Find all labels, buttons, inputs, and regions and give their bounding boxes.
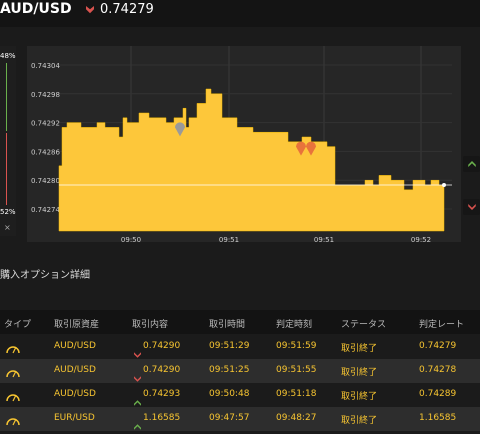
col-asset: 取引原資産 <box>54 320 100 330</box>
y-tick-label: 0.74292 <box>31 120 60 128</box>
asset-cell: AUD/USD <box>54 341 96 351</box>
content-cell: 0.74290 <box>143 341 181 351</box>
price-area <box>58 88 445 232</box>
chart-svg: 0.74304 0.74298 0.74292 0.74286 0.74280 0.742… <box>31 46 452 244</box>
rate-cell: 0.74279 <box>419 341 457 351</box>
time-cell: 09:50:48 <box>209 389 250 399</box>
asset-cell: AUD/USD <box>54 389 96 399</box>
col-time: 取引時間 <box>209 320 246 330</box>
rate-cell: 0.74289 <box>419 389 457 399</box>
table-header: タイプ 取引原資産 取引内容 取引時間 判定時刻 ステータス 判定レート <box>0 310 480 334</box>
status-cell: 取引終了 <box>341 344 378 354</box>
table-row[interactable]: EUR/USD 1.16585 09:47:57 09:48:27 取引終了 1.1658… <box>0 407 480 431</box>
y-tick-label: 0.74286 <box>31 148 60 156</box>
col-rate: 判定レート <box>419 320 465 330</box>
status-cell: 取引終了 <box>341 392 378 402</box>
table-row[interactable]: AUD/USD 0.74290 09:51:25 09:51:55 取引終了 0.7427… <box>0 359 480 383</box>
x-tick-label: 09:51 <box>219 236 239 242</box>
col-content: 取引内容 <box>132 320 169 330</box>
time-cell: 09:51:29 <box>209 341 250 351</box>
sentiment-sidebar: 48% 52% × <box>0 46 16 236</box>
put-bar <box>6 133 7 205</box>
content-cell: 0.74293 <box>143 389 181 399</box>
content-cell: 1.16585 <box>143 413 181 423</box>
table-row[interactable]: AUD/USD 0.74293 09:50:48 09:51:18 取引終了 0.7428… <box>0 383 480 407</box>
y-tick-label: 0.74304 <box>31 62 60 70</box>
judge-cell: 09:48:27 <box>276 413 317 423</box>
close-icon[interactable]: × <box>4 223 11 232</box>
col-judge: 判定時刻 <box>276 320 313 330</box>
status-cell: 取引終了 <box>341 368 378 378</box>
up-arrow-icon <box>134 415 141 434</box>
y-tick-label: 0.74274 <box>31 206 60 214</box>
rate-cell: 1.16585 <box>419 413 457 423</box>
y-tick-label: 0.74280 <box>31 177 60 185</box>
x-tick-label: 09:52 <box>411 236 431 242</box>
time-cell: 09:47:57 <box>209 413 250 423</box>
put-percent: 52% <box>0 208 16 216</box>
marker-icon <box>175 122 185 137</box>
down-arrow-icon <box>86 5 94 13</box>
rate-cell: 0.74278 <box>419 365 457 375</box>
call-percent: 48% <box>0 52 16 60</box>
table-row[interactable]: AUD/USD 0.74290 09:51:29 09:51:59 取引終了 0.7427… <box>0 335 480 359</box>
down-arrow-icon <box>134 343 141 362</box>
content-cell: 0.74290 <box>143 365 181 375</box>
down-arrow-icon <box>134 367 141 386</box>
judge-cell: 09:51:59 <box>276 341 317 351</box>
section-title: 購入オプション詳細 <box>0 270 90 281</box>
down-arrow-icon <box>467 204 476 210</box>
call-bar <box>6 63 7 131</box>
col-status: ステータス <box>341 320 387 330</box>
price-chart: 0.74304 0.74298 0.74292 0.74286 0.74280 0.742… <box>27 46 461 244</box>
current-rate-dot <box>442 183 446 187</box>
rate-value: 0.74279 <box>100 2 154 17</box>
up-arrow-icon <box>467 161 476 167</box>
gauge-icon <box>5 412 21 431</box>
col-type: タイプ <box>4 320 32 330</box>
pair-title: AUD/USD <box>0 1 72 17</box>
time-cell: 09:51:25 <box>209 365 250 375</box>
top-header: AUD/USD 0.74279 <box>0 0 480 27</box>
asset-cell: EUR/USD <box>54 413 95 423</box>
marker-icon <box>306 141 316 156</box>
marker-icon <box>296 141 306 156</box>
up-arrow-icon <box>134 391 141 410</box>
current-rate: 0.74279 <box>86 2 154 17</box>
high-button[interactable] <box>463 156 480 172</box>
gauge-icon <box>5 388 21 407</box>
gauge-icon <box>5 340 21 359</box>
judge-cell: 09:51:55 <box>276 365 317 375</box>
low-button[interactable] <box>463 199 480 215</box>
y-tick-label: 0.74298 <box>31 91 60 99</box>
asset-cell: AUD/USD <box>54 365 96 375</box>
gauge-icon <box>5 364 21 383</box>
x-tick-label: 09:50 <box>121 236 141 242</box>
judge-cell: 09:51:18 <box>276 389 317 399</box>
x-tick-label: 09:51 <box>314 236 334 242</box>
